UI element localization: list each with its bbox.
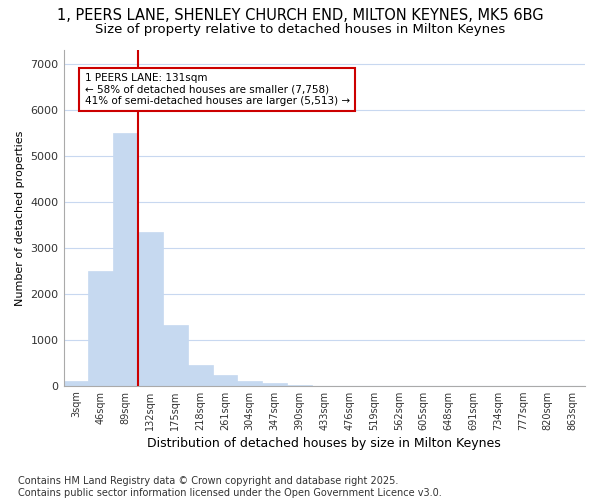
Bar [238,381,262,386]
Bar [287,385,312,386]
X-axis label: Distribution of detached houses by size in Milton Keynes: Distribution of detached houses by size … [148,437,501,450]
Bar [138,232,163,386]
Bar [64,381,88,386]
Text: Contains HM Land Registry data © Crown copyright and database right 2025.
Contai: Contains HM Land Registry data © Crown c… [18,476,442,498]
Y-axis label: Number of detached properties: Number of detached properties [15,130,25,306]
Bar [188,365,212,386]
Text: Size of property relative to detached houses in Milton Keynes: Size of property relative to detached ho… [95,22,505,36]
Bar [262,383,287,386]
Text: 1, PEERS LANE, SHENLEY CHURCH END, MILTON KEYNES, MK5 6BG: 1, PEERS LANE, SHENLEY CHURCH END, MILTO… [56,8,544,22]
Bar [88,270,113,386]
Bar [113,133,138,386]
Bar [212,375,238,386]
Text: 1 PEERS LANE: 131sqm
← 58% of detached houses are smaller (7,758)
41% of semi-de: 1 PEERS LANE: 131sqm ← 58% of detached h… [85,73,350,106]
Bar [163,325,188,386]
